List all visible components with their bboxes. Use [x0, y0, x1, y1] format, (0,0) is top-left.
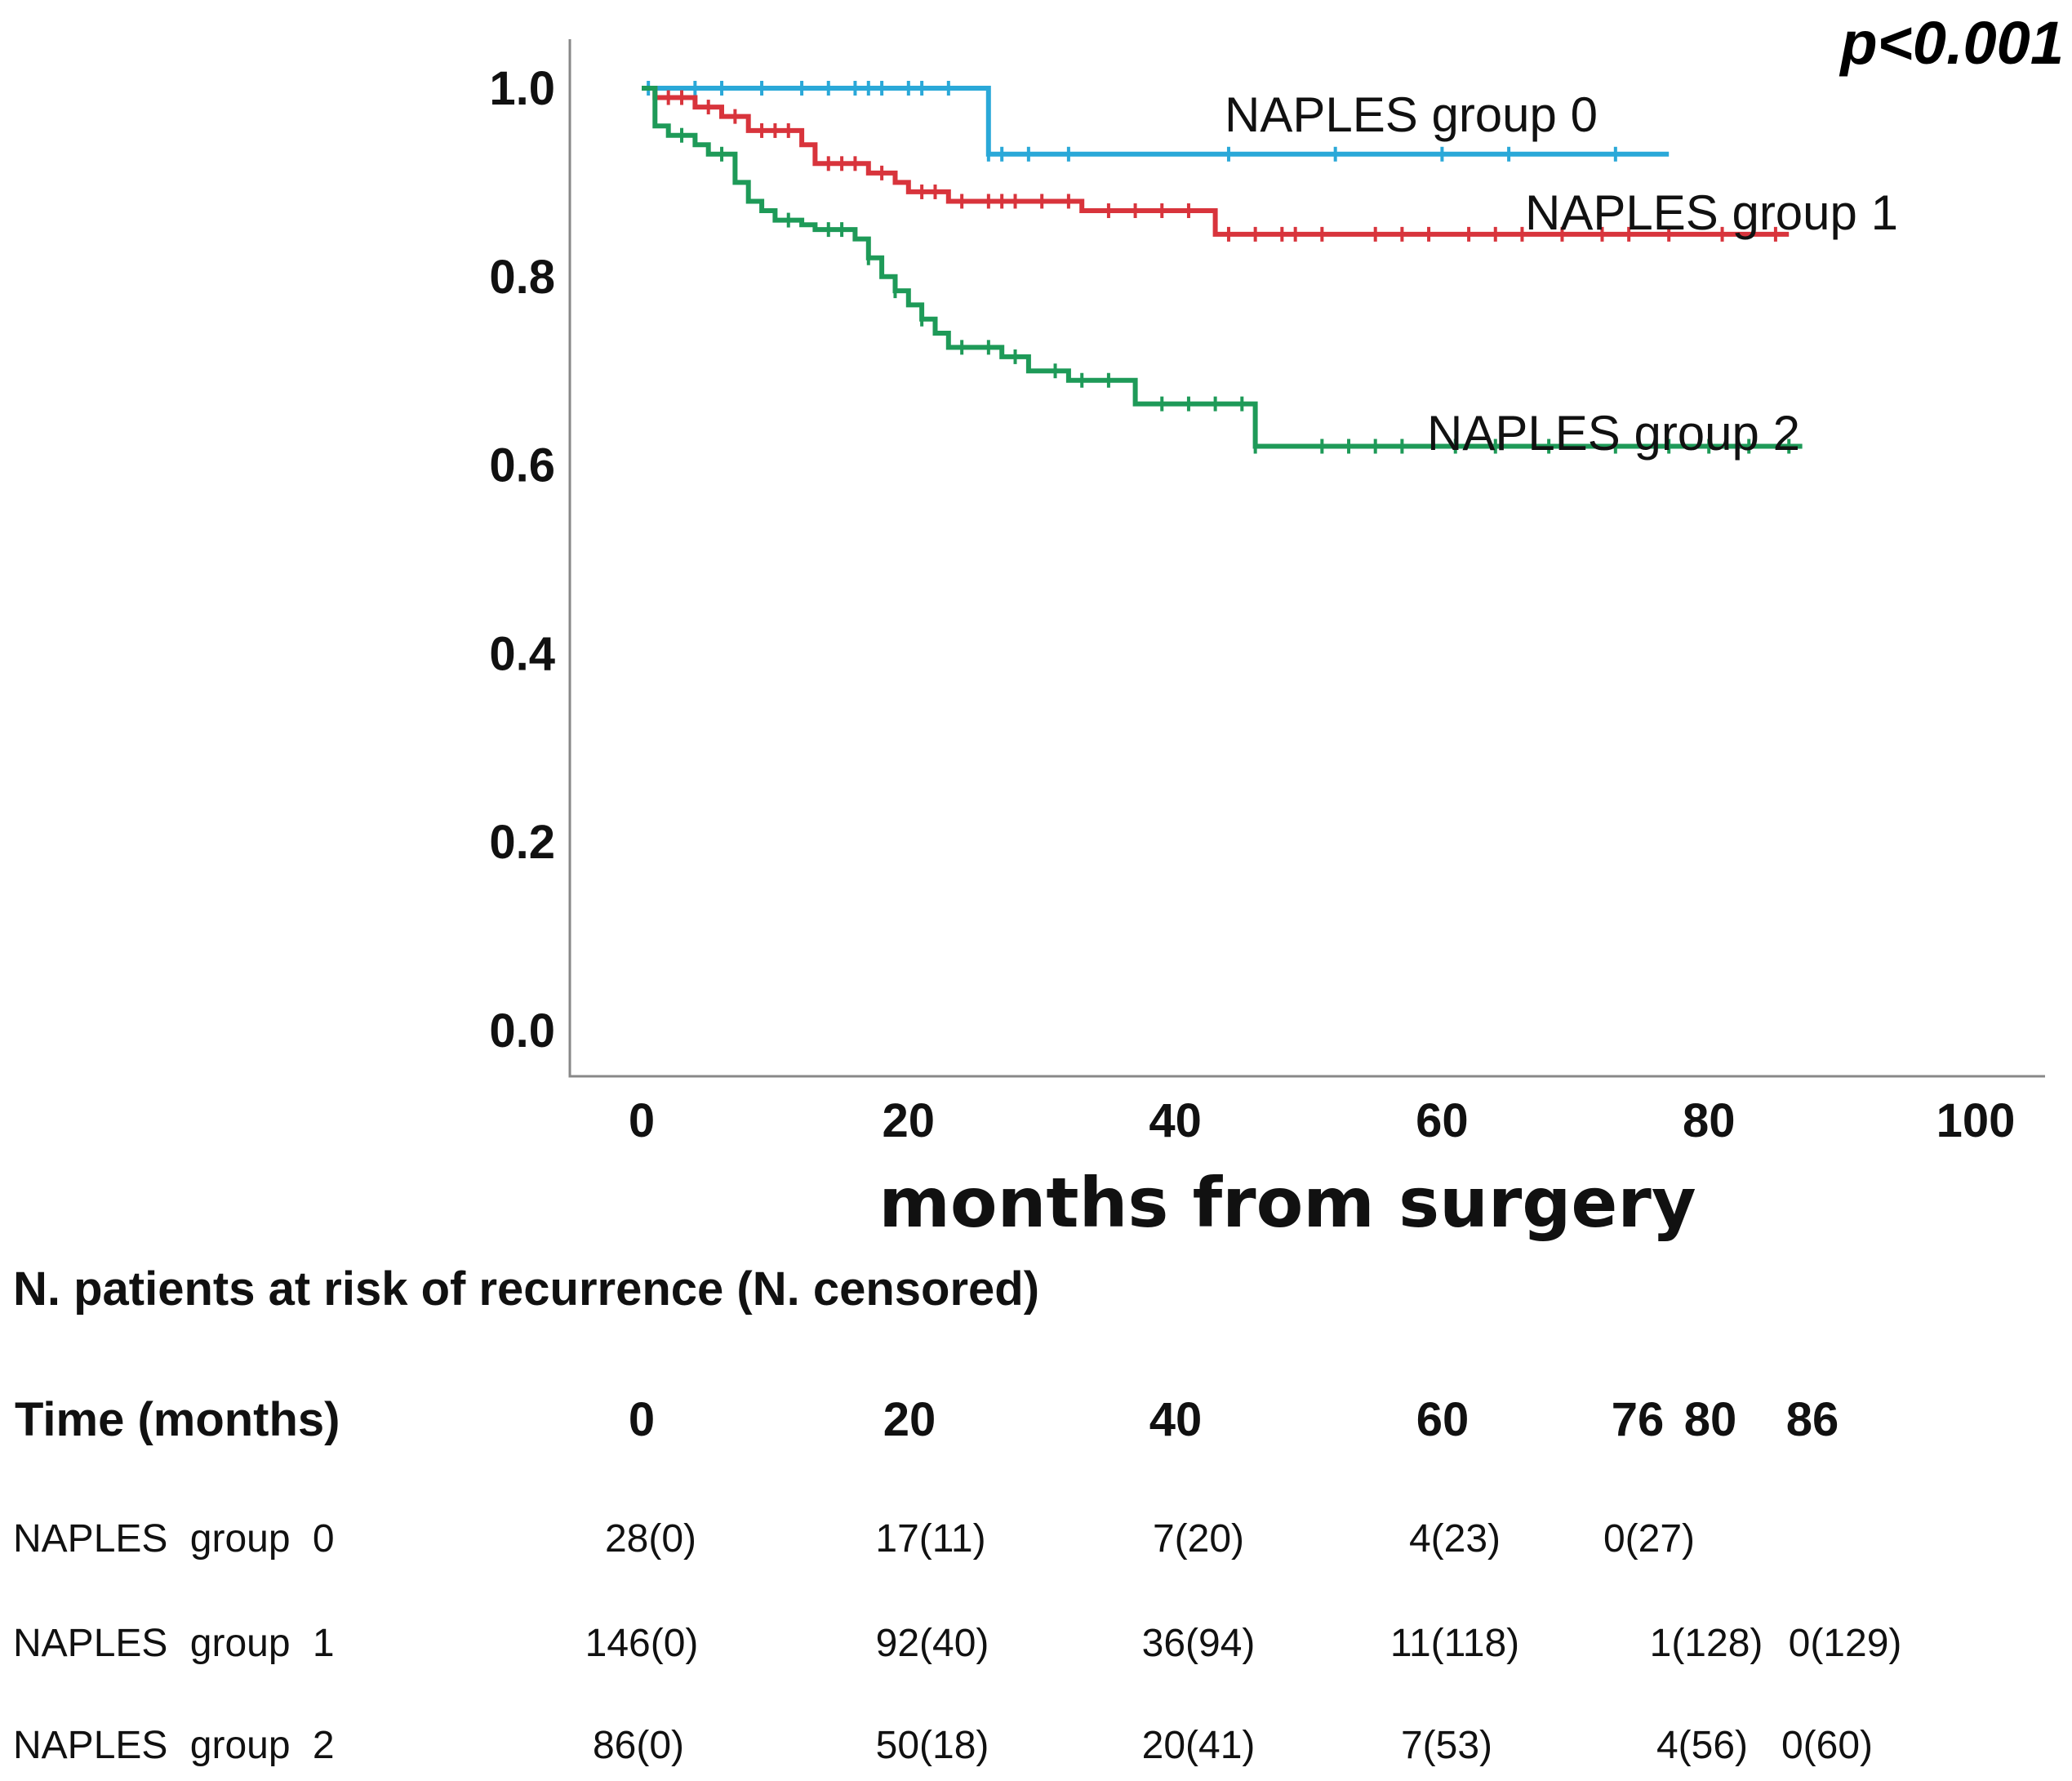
risk-time-40: 40: [1149, 1393, 1203, 1446]
x-tick-label: 20: [883, 1094, 936, 1147]
risk-row-label-group-2: NAPLES group 2: [13, 1724, 335, 1767]
risk-time-label: Time (months): [15, 1393, 340, 1446]
curve-label-group-0: NAPLES group 0: [1225, 87, 1598, 142]
risk-cell: 7(20): [1152, 1517, 1245, 1561]
curve-label-group-2: NAPLES group 2: [1427, 406, 1800, 461]
curve-labels: NAPLES group 0 NAPLES group 1 NAPLES group…: [1225, 87, 1898, 461]
risk-cell: 28(0): [604, 1517, 697, 1561]
risk-time-0: 0: [628, 1393, 656, 1446]
risk-cell: 146(0): [585, 1622, 699, 1665]
risk-cell: 4(23): [1408, 1517, 1501, 1561]
risk-time-60: 60: [1416, 1393, 1470, 1446]
y-tick-label: 0.6: [489, 439, 555, 492]
y-tick-label: 0.0: [489, 1004, 555, 1057]
y-tick-label: 0.2: [489, 816, 555, 869]
risk-time-86: 86: [1785, 1393, 1839, 1446]
y-tick-labels: 0.0 0.2 0.4 0.6 0.8 1.0: [489, 62, 555, 1057]
x-tick-label: 60: [1416, 1094, 1469, 1147]
x-tick-label: 100: [1936, 1094, 2016, 1147]
x-tick-label: 40: [1149, 1094, 1202, 1147]
y-tick-label: 0.8: [489, 251, 555, 304]
risk-cell: 50(18): [875, 1724, 989, 1767]
x-axis-title: months from surgery: [878, 1163, 1696, 1243]
risk-cell: 86(0): [592, 1724, 685, 1767]
x-tick-label: 0: [629, 1094, 655, 1147]
series-0: [642, 81, 1670, 162]
x-tick-labels: 0 20 40 60 80 100: [629, 1094, 2016, 1147]
axis-lines: [568, 39, 2045, 1078]
risk-cell: 0(27): [1603, 1517, 1696, 1561]
risk-cell: 17(11): [875, 1517, 986, 1561]
risk-cell: 0(129): [1788, 1622, 1902, 1665]
risk-time-76: 76: [1611, 1393, 1665, 1446]
risk-cell: 36(94): [1141, 1622, 1256, 1665]
risk-row-label-group-0: NAPLES group 0: [13, 1517, 335, 1561]
chart-axes: [568, 39, 2045, 1078]
p-value-annotation: p<0.001: [1839, 9, 2064, 77]
risk-cell: 4(56): [1656, 1724, 1749, 1767]
risk-time-80: 80: [1683, 1393, 1737, 1446]
survival-line: [642, 86, 1803, 449]
survival-curves: [642, 81, 1803, 454]
risk-table-title: N. patients at risk of recurrence (N. ce…: [13, 1262, 1040, 1316]
risk-cell: 1(128): [1649, 1622, 1763, 1665]
series-2: [642, 86, 1803, 454]
risk-cell: 11(118): [1389, 1622, 1520, 1665]
risk-cell: 92(40): [875, 1622, 989, 1665]
x-tick-label: 80: [1683, 1094, 1736, 1147]
survival-line: [642, 86, 1670, 157]
series-1: [642, 86, 1790, 242]
risk-cell: 0(60): [1781, 1724, 1874, 1767]
y-tick-label: 0.4: [489, 627, 555, 680]
curve-label-group-1: NAPLES group 1: [1525, 185, 1898, 240]
y-tick-label: 1.0: [489, 62, 555, 115]
risk-cell: 7(53): [1400, 1724, 1493, 1767]
risk-cell: 20(41): [1141, 1724, 1256, 1767]
risk-row-label-group-1: NAPLES group 1: [13, 1622, 335, 1665]
risk-time-20: 20: [883, 1393, 936, 1446]
survival-chart: 0.0 0.2 0.4 0.6 0.8 1.0 0 20 40 60 80 100 NAPLES g…: [489, 9, 2064, 1243]
